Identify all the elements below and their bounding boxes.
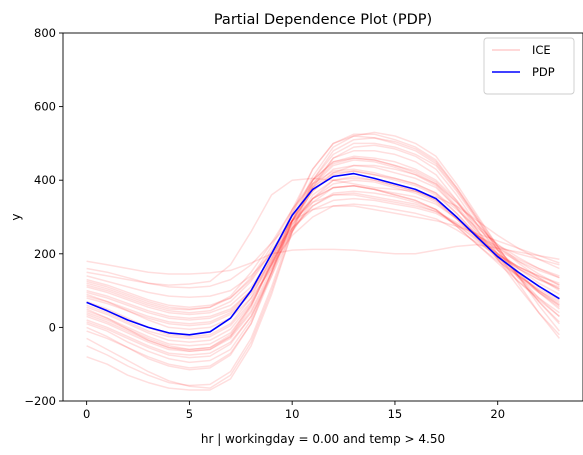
ice-line-15: [86, 131, 560, 369]
axes: 0 5 10 15 20 −200 0 200 400 600 800: [24, 26, 583, 421]
ice-line-26: [86, 157, 560, 351]
ice-line-19: [86, 194, 560, 308]
ice-line-17: [86, 184, 560, 356]
x-tick-label: 15: [388, 407, 403, 421]
legend-label-ice: ICE: [532, 43, 551, 57]
ice-line-6: [86, 177, 560, 286]
ice-line-3: [86, 243, 560, 275]
ice-line-20: [86, 133, 560, 371]
chart-title: Partial Dependence Plot (PDP): [214, 12, 432, 28]
pdp-line: [86, 172, 560, 336]
ice-line-1: [86, 155, 560, 311]
axes-frame: [62, 32, 583, 402]
ice-line-13: [86, 135, 560, 353]
ice-line-14: [86, 203, 560, 327]
y-tick-label: 400: [34, 173, 56, 187]
x-tick-label: 20: [490, 407, 505, 421]
ice-line-29: [86, 168, 560, 310]
ice-line-5: [86, 175, 560, 330]
ice-line-7: [86, 142, 560, 364]
ice-line-11: [86, 177, 560, 353]
ice-line-27: [86, 190, 560, 325]
ice-line-10: [86, 137, 560, 391]
ice-line-4: [86, 144, 560, 389]
legend-box: [483, 37, 575, 95]
x-tick-label: 10: [285, 407, 300, 421]
x-axis-label: hr | workingday = 0.00 and temp > 4.50: [201, 432, 445, 446]
y-tick-label: 200: [34, 247, 56, 261]
ice-line-25: [86, 184, 560, 314]
x-tick-label: 5: [186, 407, 193, 421]
ice-line-16: [86, 164, 560, 316]
x-tick-label: 0: [83, 407, 90, 421]
y-tick-label: 600: [34, 100, 56, 114]
plot-area: [86, 131, 560, 391]
y-tick-label: 800: [34, 26, 56, 40]
ice-line-22: [86, 164, 560, 347]
ice-line-18: [86, 157, 560, 338]
ice-line-30: [86, 170, 560, 343]
ice-line-23: [86, 205, 560, 289]
y-tick-label: −200: [24, 394, 56, 408]
ice-line-8: [86, 184, 560, 340]
ice-line-12: [86, 197, 560, 298]
y-axis-label: y: [9, 213, 23, 220]
legend-label-pdp: PDP: [532, 65, 555, 79]
legend: ICE PDP: [483, 37, 575, 95]
y-tick-label: 0: [49, 320, 56, 334]
ice-line-28: [86, 159, 560, 359]
ice-line-24: [86, 150, 560, 387]
